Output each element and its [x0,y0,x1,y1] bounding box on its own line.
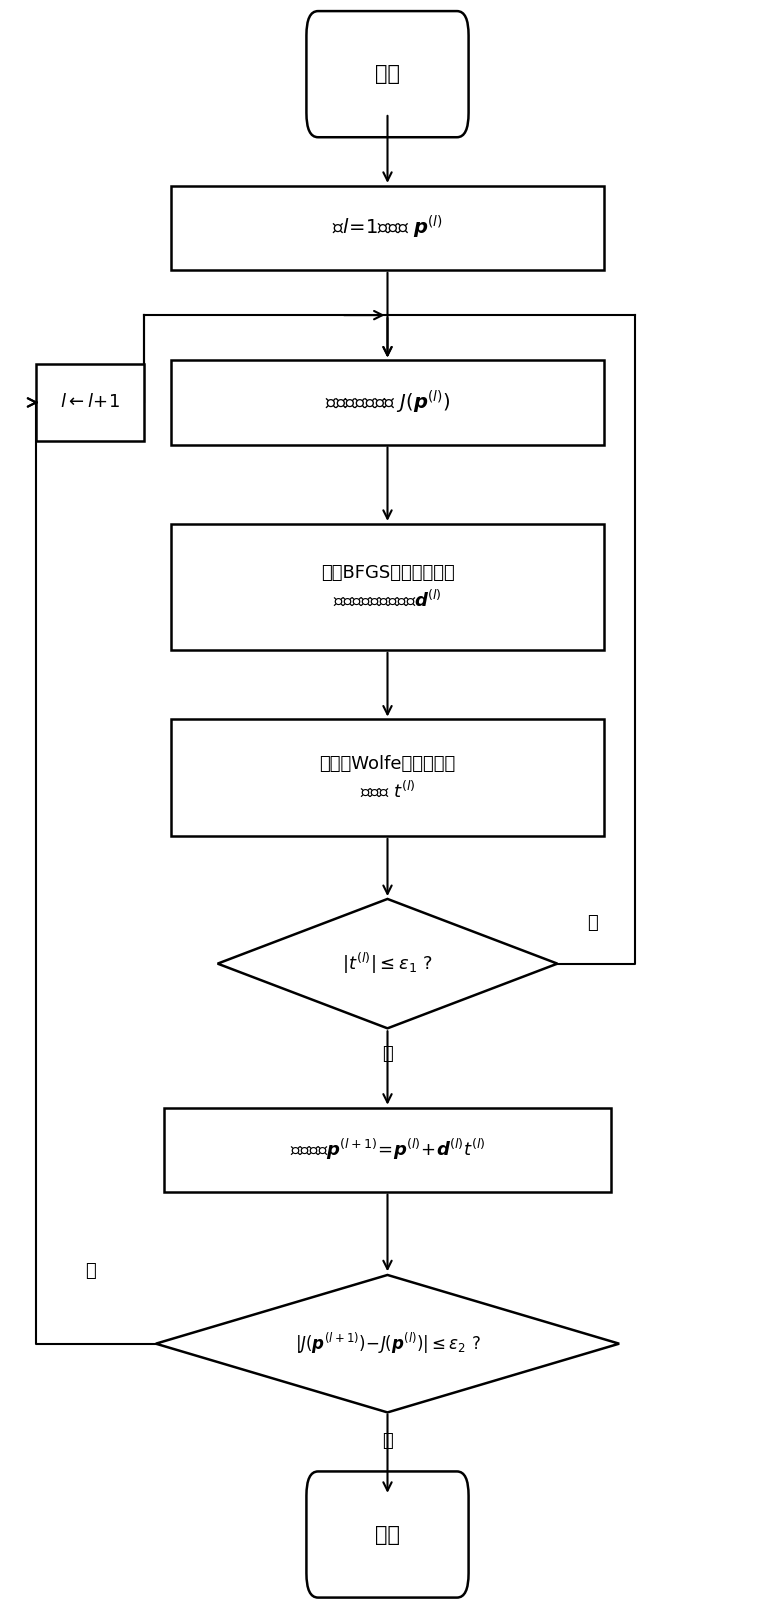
Text: 开始: 开始 [375,65,400,84]
Text: 是: 是 [587,914,598,932]
Text: 是: 是 [382,1432,393,1450]
FancyBboxPatch shape [171,360,604,444]
FancyBboxPatch shape [171,186,604,271]
Text: 终止: 终止 [375,1524,400,1544]
Text: 计算目标函数值 $J(\boldsymbol{p}^{(l)})$: 计算目标函数值 $J(\boldsymbol{p}^{(l)})$ [325,389,450,416]
Text: 更新参数$\boldsymbol{p}^{(l+1)}\!=\!\boldsymbol{p}^{(l)}\!+\!\boldsymbol{d}^{(l)}t^{: 更新参数$\boldsymbol{p}^{(l+1)}\!=\!\boldsym… [290,1137,485,1162]
FancyBboxPatch shape [306,11,469,138]
Text: 根据弱Wolfe准则搜索最
优步长 $t^{(l)}$: 根据弱Wolfe准则搜索最 优步长 $t^{(l)}$ [319,755,456,800]
Text: $|J(\boldsymbol{p}^{(l+1)})\!-\!J(\boldsymbol{p}^{(l)})| \leq \varepsilon_2$ ?: $|J(\boldsymbol{p}^{(l+1)})\!-\!J(\bolds… [294,1332,480,1356]
Text: $|t^{(l)}| \leq \varepsilon_1$ ?: $|t^{(l)}| \leq \varepsilon_1$ ? [343,951,432,977]
Polygon shape [156,1275,619,1413]
FancyBboxPatch shape [306,1471,469,1597]
FancyBboxPatch shape [171,719,604,836]
FancyBboxPatch shape [36,363,144,441]
Text: 否: 否 [382,1045,393,1063]
Text: 通过BFGS和梯度采样技
术计算最速下降方向$\boldsymbol{d}^{(l)}$: 通过BFGS和梯度采样技 术计算最速下降方向$\boldsymbol{d}^{(… [321,564,454,609]
FancyBboxPatch shape [164,1108,611,1192]
Text: 否: 否 [84,1262,95,1280]
Text: $l \leftarrow l\!+\!1$: $l \leftarrow l\!+\!1$ [60,394,120,411]
Text: $令l\!=\!1$，给定 $\boldsymbol{p}^{(l)}$: $令l\!=\!1$，给定 $\boldsymbol{p}^{(l)}$ [332,214,443,241]
Polygon shape [218,899,557,1029]
FancyBboxPatch shape [171,523,604,650]
